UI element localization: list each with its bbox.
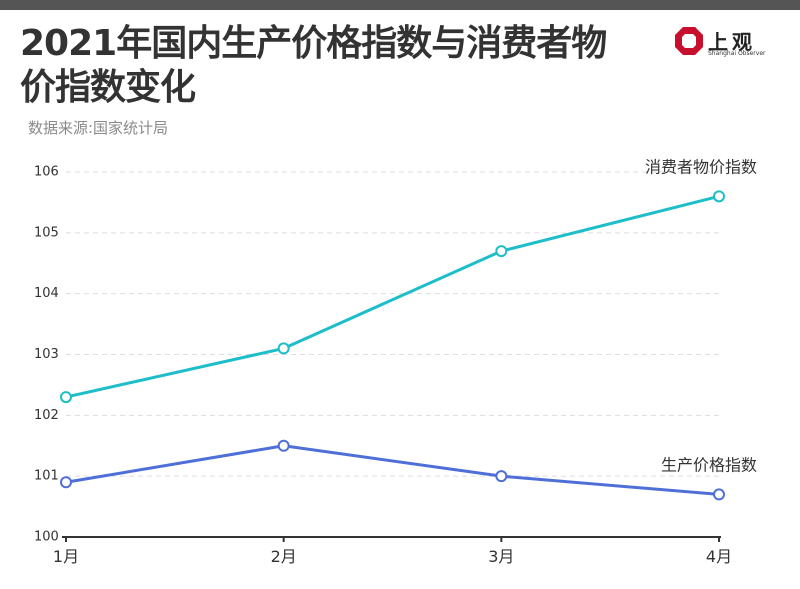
x-tick-label-2: 2月 bbox=[271, 547, 297, 566]
data-point-ppi-3 bbox=[495, 470, 508, 483]
y-tick-label-103: 103 bbox=[34, 347, 59, 362]
series-line-cpi bbox=[65, 194, 720, 399]
y-tick-label-101: 101 bbox=[34, 469, 59, 484]
x-tick-label-4: 4月 bbox=[706, 547, 732, 566]
series-line-ppi bbox=[65, 444, 720, 496]
data-source: 数据来源:国家统计局 bbox=[28, 119, 169, 137]
logo-text-cn: 上观 bbox=[708, 30, 756, 54]
data-point-ppi-2 bbox=[277, 439, 290, 452]
series-label-ppi: 生产价格指数 bbox=[661, 455, 757, 474]
data-point-ppi-4 bbox=[713, 488, 725, 501]
x-tick-label-1: 1月 bbox=[53, 547, 79, 566]
data-point-cpi-1 bbox=[60, 391, 72, 404]
y-tick-label-102: 102 bbox=[34, 408, 59, 423]
y-tick-label-104: 104 bbox=[34, 286, 59, 301]
logo-icon bbox=[675, 27, 703, 55]
series-label-cpi: 消费者物价指数 bbox=[645, 157, 757, 176]
data-point-cpi-4 bbox=[713, 190, 725, 203]
data-point-cpi-2 bbox=[277, 342, 290, 355]
page-title: 2021年国内生产价格指数与消费者物价指数变化 bbox=[20, 23, 607, 108]
y-tick-label-105: 105 bbox=[34, 225, 59, 240]
data-point-cpi-3 bbox=[495, 245, 508, 258]
data-point-ppi-1 bbox=[60, 476, 72, 489]
shanghai-observer-logo: 上观 Shanghai Observer bbox=[674, 26, 774, 60]
logo-text-en: Shanghai Observer bbox=[708, 50, 766, 57]
top-bar bbox=[0, 0, 800, 10]
y-tick-label-100: 100 bbox=[34, 530, 59, 545]
x-tick-label-3: 3月 bbox=[488, 547, 514, 566]
y-tick-label-106: 106 bbox=[34, 165, 59, 180]
